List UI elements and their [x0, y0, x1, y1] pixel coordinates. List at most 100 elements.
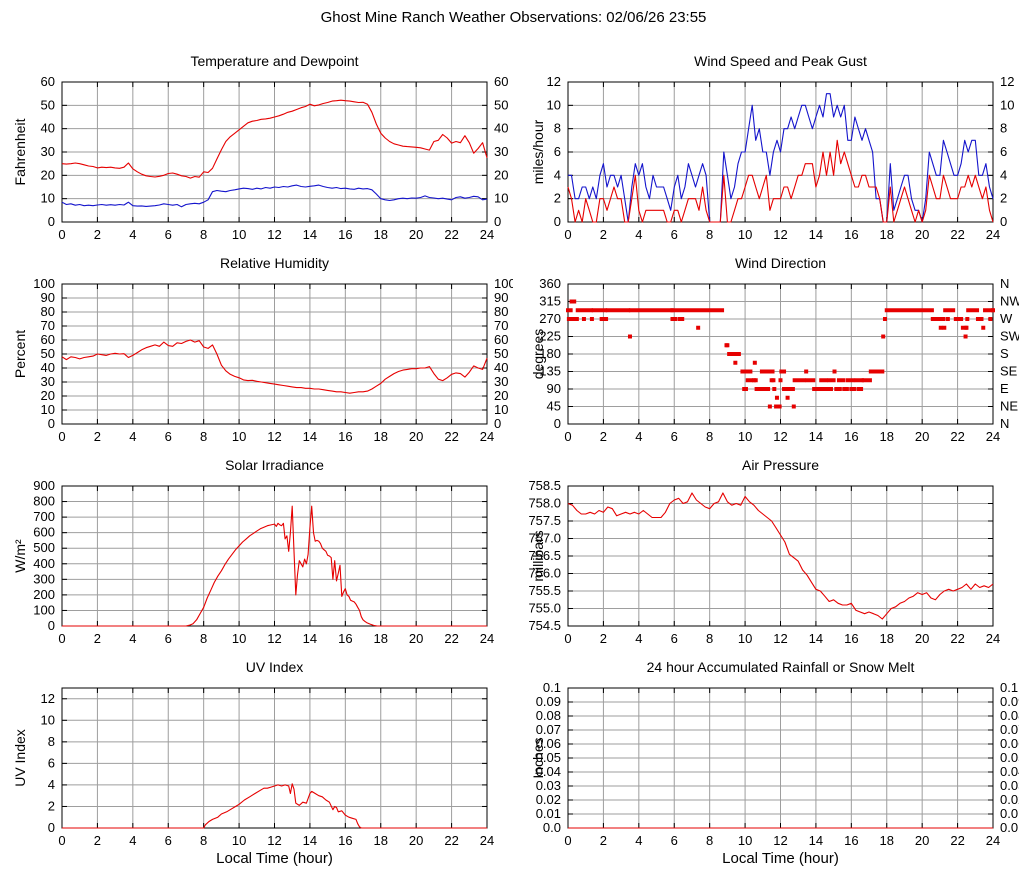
svg-text:18: 18 [374, 429, 388, 444]
svg-text:10: 10 [232, 227, 246, 242]
svg-text:10: 10 [41, 191, 55, 206]
svg-text:0: 0 [494, 416, 501, 431]
svg-text:2: 2 [554, 191, 561, 206]
svg-text:4: 4 [129, 631, 136, 646]
svg-text:0.05: 0.05 [1000, 750, 1019, 765]
svg-text:4: 4 [129, 429, 136, 444]
svg-text:60: 60 [41, 74, 55, 89]
svg-text:6: 6 [165, 833, 172, 848]
svg-text:10: 10 [41, 712, 55, 727]
svg-text:30: 30 [494, 144, 508, 159]
plot-wind-direction: 0 2 4 6 8 10 12 14 16 18 20 22 240459013518022527031… [539, 276, 1019, 444]
svg-text:755.5: 755.5 [528, 583, 561, 598]
plot-temperature-dewpoint: 0 2 4 6 8 10 12 14 16 18 20 22 240102030405060010203… [41, 74, 509, 242]
svg-text:N: N [1000, 276, 1009, 291]
svg-text:0.08: 0.08 [536, 708, 561, 723]
svg-text:24: 24 [986, 429, 1000, 444]
svg-text:20: 20 [915, 833, 929, 848]
svg-text:60: 60 [494, 332, 508, 347]
svg-text:14: 14 [809, 833, 823, 848]
svg-text:0.0: 0.0 [1000, 820, 1018, 835]
svg-text:30: 30 [41, 374, 55, 389]
svg-text:40: 40 [494, 121, 508, 136]
svg-text:0: 0 [554, 416, 561, 431]
x-axis-label: Local Time (hour) [216, 850, 333, 867]
svg-text:0.06: 0.06 [536, 736, 561, 751]
svg-text:0.01: 0.01 [1000, 806, 1019, 821]
svg-text:50: 50 [494, 97, 508, 112]
svg-text:14: 14 [303, 631, 317, 646]
svg-text:70: 70 [41, 318, 55, 333]
svg-text:10: 10 [1000, 97, 1014, 112]
svg-text:0.08: 0.08 [1000, 708, 1019, 723]
svg-text:2: 2 [94, 833, 101, 848]
svg-text:20: 20 [915, 227, 929, 242]
svg-text:12: 12 [267, 227, 281, 242]
svg-text:80: 80 [494, 304, 508, 319]
svg-text:40: 40 [41, 121, 55, 136]
svg-text:12: 12 [547, 74, 561, 89]
svg-text:14: 14 [303, 227, 317, 242]
svg-text:0: 0 [1000, 214, 1007, 229]
svg-text:0: 0 [564, 429, 571, 444]
svg-text:14: 14 [809, 227, 823, 242]
svg-text:2: 2 [94, 631, 101, 646]
svg-text:4: 4 [129, 833, 136, 848]
svg-text:6: 6 [554, 144, 561, 159]
svg-text:22: 22 [444, 833, 458, 848]
svg-text:315: 315 [539, 294, 561, 309]
chart-title: Air Pressure [741, 457, 820, 473]
svg-text:300: 300 [33, 571, 55, 586]
svg-text:6: 6 [671, 429, 678, 444]
svg-text:14: 14 [303, 429, 317, 444]
svg-text:8: 8 [1000, 121, 1007, 136]
svg-text:4: 4 [1000, 167, 1007, 182]
svg-text:30: 30 [494, 374, 508, 389]
svg-text:40: 40 [494, 360, 508, 375]
svg-text:0.04: 0.04 [536, 764, 561, 779]
svg-text:2: 2 [1000, 191, 1007, 206]
svg-text:0.07: 0.07 [1000, 722, 1019, 737]
svg-text:80: 80 [41, 304, 55, 319]
svg-text:758.5: 758.5 [528, 478, 561, 493]
svg-text:22: 22 [444, 429, 458, 444]
svg-text:0: 0 [494, 214, 501, 229]
svg-text:10: 10 [547, 97, 561, 112]
svg-text:E: E [1000, 381, 1009, 396]
svg-text:4: 4 [635, 631, 642, 646]
svg-text:14: 14 [809, 429, 823, 444]
svg-text:0.09: 0.09 [1000, 694, 1019, 709]
svg-text:24: 24 [480, 631, 494, 646]
svg-text:360: 360 [539, 276, 561, 291]
svg-text:16: 16 [338, 429, 352, 444]
svg-text:8: 8 [200, 833, 207, 848]
svg-text:180: 180 [539, 346, 561, 361]
svg-text:100: 100 [494, 276, 513, 291]
svg-text:6: 6 [48, 755, 55, 770]
svg-text:6: 6 [671, 833, 678, 848]
svg-text:14: 14 [809, 631, 823, 646]
svg-text:0.06: 0.06 [1000, 736, 1019, 751]
chart-title: 24 hour Accumulated Rainfall or Snow Mel… [646, 659, 915, 675]
svg-text:0: 0 [48, 416, 55, 431]
svg-text:758.0: 758.0 [528, 496, 561, 511]
chart-rainfall: 24 hour Accumulated Rainfall or Snow Mel… [506, 658, 1019, 878]
svg-text:16: 16 [338, 833, 352, 848]
chart-title: Wind Direction [734, 255, 827, 271]
svg-text:22: 22 [444, 631, 458, 646]
svg-text:18: 18 [880, 429, 894, 444]
svg-text:18: 18 [374, 631, 388, 646]
svg-text:8: 8 [200, 227, 207, 242]
svg-text:0: 0 [58, 833, 65, 848]
svg-text:200: 200 [33, 587, 55, 602]
svg-text:0: 0 [48, 214, 55, 229]
svg-text:100: 100 [33, 276, 55, 291]
svg-text:0: 0 [48, 618, 55, 633]
chart-title: Wind Speed and Peak Gust [694, 53, 867, 69]
svg-text:16: 16 [844, 227, 858, 242]
svg-text:4: 4 [48, 777, 55, 792]
svg-text:20: 20 [494, 167, 508, 182]
